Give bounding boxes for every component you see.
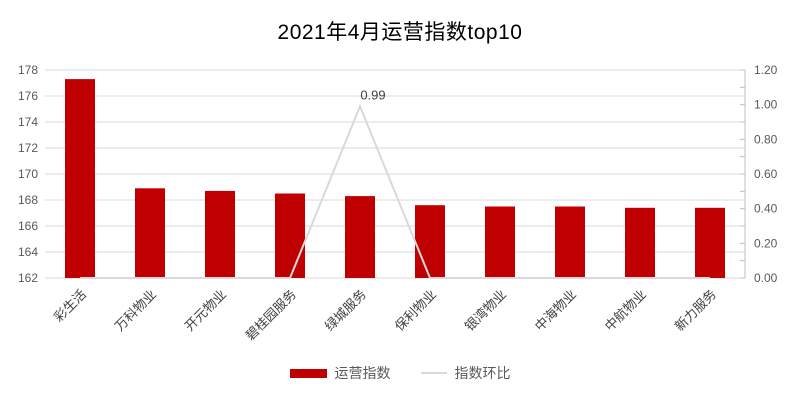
category-label: 开元物业 xyxy=(182,287,229,334)
y-axis-tick-label: 162 xyxy=(18,271,38,285)
legend-label-bar-series: 运营指数 xyxy=(334,365,391,381)
category-label: 银湾物业 xyxy=(462,287,509,334)
y-axis-tick-label: 170 xyxy=(18,167,38,181)
bar-1 xyxy=(135,188,165,278)
chart-legend: 运营指数 指数环比 xyxy=(0,363,800,383)
category-label: 彩生活 xyxy=(51,287,89,325)
category-label: 万科物业 xyxy=(112,287,159,334)
bar-9 xyxy=(695,207,725,278)
peak-value-label: 0.99 xyxy=(360,87,385,102)
category-label: 新力服务 xyxy=(672,287,719,334)
bar-3 xyxy=(275,193,305,278)
bar-6 xyxy=(485,206,515,278)
secondary-axis-tick-label: 1.00 xyxy=(754,98,778,112)
secondary-axis-tick-label: 0.20 xyxy=(754,236,778,250)
bar-5 xyxy=(415,205,445,278)
category-label: 绿城服务 xyxy=(322,287,369,334)
secondary-axis-tick-label: 0.40 xyxy=(754,202,778,216)
category-label: 碧桂园服务 xyxy=(243,287,300,344)
y-axis-tick-label: 164 xyxy=(18,245,38,259)
bar-4 xyxy=(345,196,375,278)
category-label: 中海物业 xyxy=(532,287,579,334)
y-axis-tick-label: 168 xyxy=(18,193,38,207)
secondary-axis-tick-label: 1.20 xyxy=(754,63,778,77)
bar-0 xyxy=(65,79,95,278)
y-axis-tick-label: 176 xyxy=(18,89,38,103)
legend-label-line-series: 指数环比 xyxy=(454,365,511,381)
chart-title: 2021年4月运营指数top10 xyxy=(277,21,523,44)
y-axis-tick-label: 166 xyxy=(18,219,38,233)
ratio-line xyxy=(80,103,710,279)
secondary-axis-tick-label: 0.00 xyxy=(754,271,778,285)
legend-line-swatch-icon xyxy=(420,372,447,374)
y-axis-tick-label: 174 xyxy=(18,115,38,129)
secondary-axis-tick-label: 0.80 xyxy=(754,132,778,146)
bar-7 xyxy=(555,206,585,278)
bar-2 xyxy=(205,190,235,278)
y-axis-tick-label: 178 xyxy=(18,63,38,77)
y-axis-tick-label: 172 xyxy=(18,141,38,155)
category-label: 保利物业 xyxy=(392,287,439,334)
legend-bar-swatch-icon xyxy=(289,368,327,378)
bar-8 xyxy=(625,207,655,278)
secondary-axis-tick-label: 0.60 xyxy=(754,167,778,181)
category-label: 中航物业 xyxy=(602,287,649,334)
